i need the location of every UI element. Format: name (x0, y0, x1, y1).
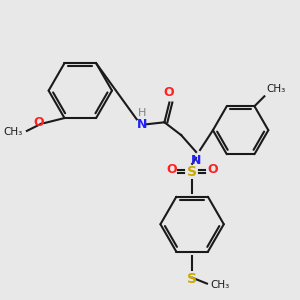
Text: O: O (208, 163, 218, 176)
Text: O: O (33, 116, 44, 130)
Text: CH₃: CH₃ (210, 280, 229, 290)
Text: N: N (191, 154, 201, 167)
Text: S: S (187, 272, 197, 286)
Text: N: N (136, 118, 147, 131)
Text: O: O (166, 163, 177, 176)
Text: H: H (137, 108, 146, 118)
Text: O: O (163, 85, 174, 98)
Text: CH₃: CH₃ (4, 127, 23, 137)
Text: S: S (187, 165, 197, 179)
Text: CH₃: CH₃ (266, 84, 286, 94)
